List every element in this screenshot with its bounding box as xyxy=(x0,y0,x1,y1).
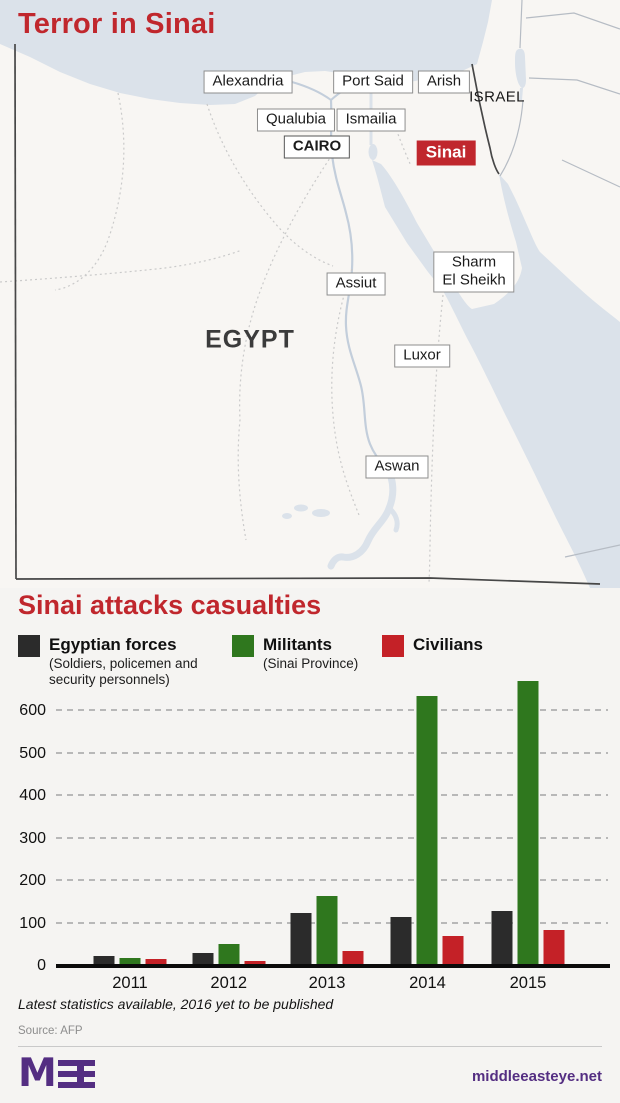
map-label-ismailia: Ismailia xyxy=(336,108,406,132)
bar-civilians-2014 xyxy=(442,936,464,964)
bar-group-2013 xyxy=(290,896,364,964)
gridline-600 xyxy=(56,709,608,711)
map-label-egypt: EGYPT xyxy=(205,325,295,354)
egypt-israel-border xyxy=(471,63,500,175)
gridline-200 xyxy=(56,879,608,881)
bar-militants-2015 xyxy=(517,681,539,964)
y-tick-label-600: 600 xyxy=(19,702,46,719)
bitter-lakes xyxy=(368,144,378,160)
legend-swatch-egyptian-forces xyxy=(18,635,40,657)
legend-label-civilians: Civilians xyxy=(413,635,483,654)
bar-civilians-2015 xyxy=(543,930,565,964)
map-label-sharm-el-sheikh: Sharm El Sheikh xyxy=(433,251,515,293)
bar-egyptian-forces-2013 xyxy=(290,913,312,964)
bar-egyptian-forces-2014 xyxy=(390,917,412,964)
mee-logo-m: M xyxy=(18,1051,57,1096)
y-tick-label-0: 0 xyxy=(37,957,46,974)
x-tick-label-2013: 2013 xyxy=(308,974,346,992)
neighbor-borders xyxy=(499,0,620,558)
x-tick-label-2012: 2012 xyxy=(210,974,248,992)
legend-swatch-civilians xyxy=(382,635,404,657)
map-label-port-said: Port Said xyxy=(333,70,413,94)
bar-civilians-2011 xyxy=(145,958,167,964)
x-tick-label-2014: 2014 xyxy=(409,974,446,992)
bar-group-2014 xyxy=(390,696,464,964)
y-tick-label-400: 400 xyxy=(19,787,46,804)
bar-chart-plot: 0 100 200 300 400 500 600 2011 2012 2013 2014 2015 xyxy=(19,676,610,992)
map-label-qualubia: Qualubia xyxy=(256,108,336,132)
bar-group-2011 xyxy=(93,956,167,964)
lake-nasser-arm xyxy=(386,505,400,533)
bar-militants-2014 xyxy=(416,696,438,964)
nile-river xyxy=(329,99,391,475)
map-label-assiut: Assiut xyxy=(326,272,386,296)
legend-egyptian-forces: Egyptian forces (Soldiers, policemen and… xyxy=(18,634,224,688)
mee-logo: M xyxy=(18,1051,95,1096)
footer-divider xyxy=(18,1046,602,1047)
bar-group-2012 xyxy=(192,944,266,964)
chart-footnote: Latest statistics available, 2016 yet to… xyxy=(18,996,334,1012)
toshka-lake xyxy=(312,509,330,517)
map-label-sinai-badge: Sinai xyxy=(416,140,476,166)
egypt-map xyxy=(0,0,620,588)
legend-label-militants: Militants xyxy=(263,635,332,654)
bar-civilians-2012 xyxy=(244,960,266,964)
bar-egyptian-forces-2012 xyxy=(192,952,214,964)
egypt-borders xyxy=(14,43,601,585)
bar-militants-2012 xyxy=(218,944,240,964)
map-label-cairo: CAIRO xyxy=(283,135,351,159)
toshka-lake xyxy=(294,504,308,512)
bar-egyptian-forces-2015 xyxy=(491,910,513,964)
legend-swatch-militants xyxy=(232,635,254,657)
site-name: middleeasteye.net xyxy=(471,1068,602,1085)
y-tick-label-300: 300 xyxy=(19,829,46,847)
map-label-arish: Arish xyxy=(417,70,471,94)
toshka-lake xyxy=(282,513,292,519)
map-label-aswan: Aswan xyxy=(365,455,429,479)
legend-civilians: Civilians xyxy=(382,634,483,657)
egypt-libya-border xyxy=(14,43,17,580)
chart-title: Sinai attacks casualties xyxy=(18,590,322,620)
source-note: Source: AFP xyxy=(18,1025,83,1037)
egypt-sudan-border xyxy=(15,577,601,585)
map-label-israel: ISRAEL xyxy=(469,88,525,106)
dead-sea xyxy=(515,48,526,100)
legend-sublabel-militants: (Sinai Province) xyxy=(263,656,359,672)
lake-nasser xyxy=(327,473,397,570)
bar-group-2015 xyxy=(491,681,565,964)
legend-sublabel-egyptian-forces: (Soldiers, policemen and security person… xyxy=(49,656,198,688)
map-label-luxor: Luxor xyxy=(394,344,450,368)
gridline-500 xyxy=(56,751,608,754)
bar-egyptian-forces-2011 xyxy=(93,956,115,964)
page-title: Terror in Sinai xyxy=(18,8,216,40)
bar-militants-2013 xyxy=(316,896,338,964)
map-label-sharm-line1: Sharm xyxy=(451,253,497,271)
bar-militants-2011 xyxy=(119,957,141,964)
legend-militants: Militants (Sinai Province) xyxy=(232,634,358,672)
gridline-300 xyxy=(56,836,608,839)
x-tick-label-2015: 2015 xyxy=(509,974,547,992)
sinai-map-section: Terror in Sinai Alexandria Port Said Ari… xyxy=(0,0,620,588)
map-label-sharm-line2: El Sheikh xyxy=(442,271,506,289)
x-tick-label-2011: 2011 xyxy=(112,974,148,992)
map-label-alexandria: Alexandria xyxy=(203,70,293,94)
gridline-400 xyxy=(56,794,608,796)
legend-label-egyptian-forces: Egyptian forces xyxy=(49,635,177,654)
mee-logo-double-e xyxy=(57,1060,95,1088)
y-tick-label-200: 200 xyxy=(19,872,46,889)
casualties-chart-section: Sinai attacks casualties Egyptian forces… xyxy=(0,588,620,1103)
bar-civilians-2013 xyxy=(342,951,364,964)
y-tick-label-100: 100 xyxy=(19,914,46,932)
y-tick-label-500: 500 xyxy=(19,744,46,762)
